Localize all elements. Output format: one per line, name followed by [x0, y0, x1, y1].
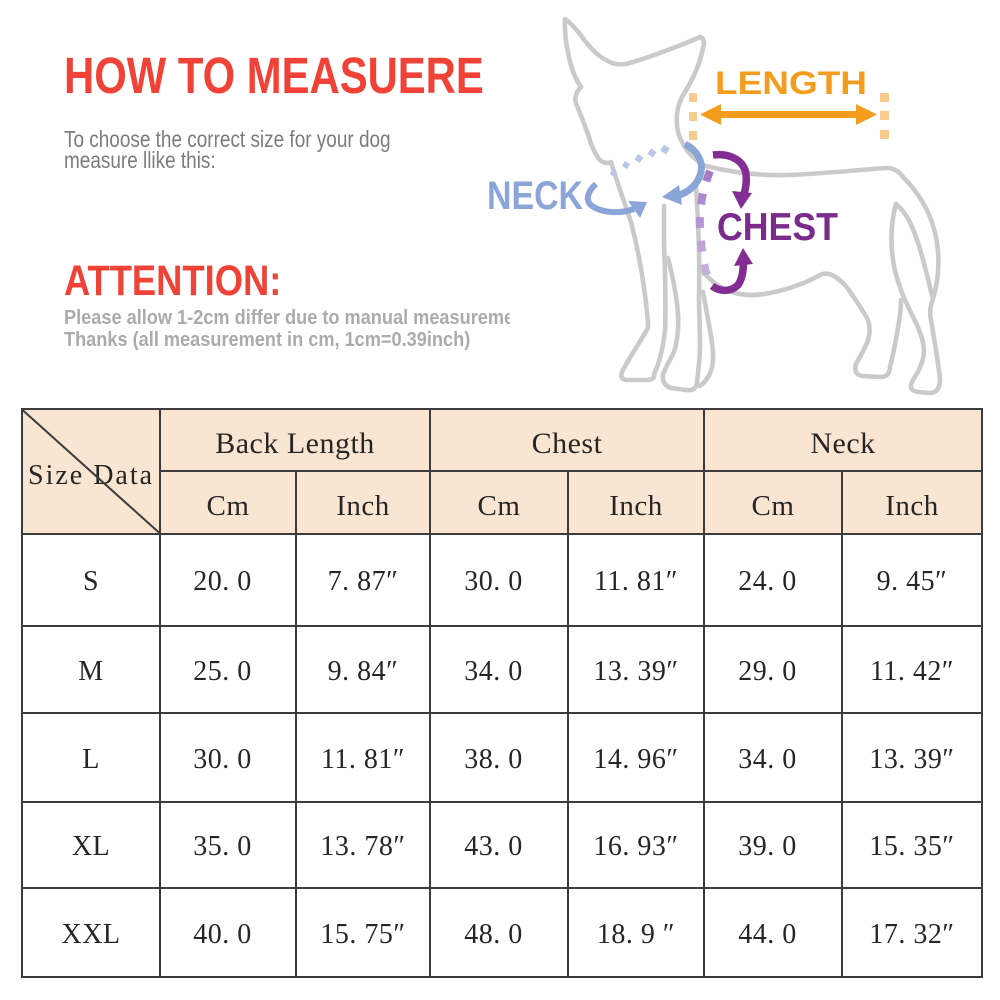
svg-text:NECK: NECK: [487, 174, 583, 218]
svg-text:CHEST: CHEST: [717, 206, 838, 249]
svg-text:LENGTH: LENGTH: [715, 65, 867, 101]
